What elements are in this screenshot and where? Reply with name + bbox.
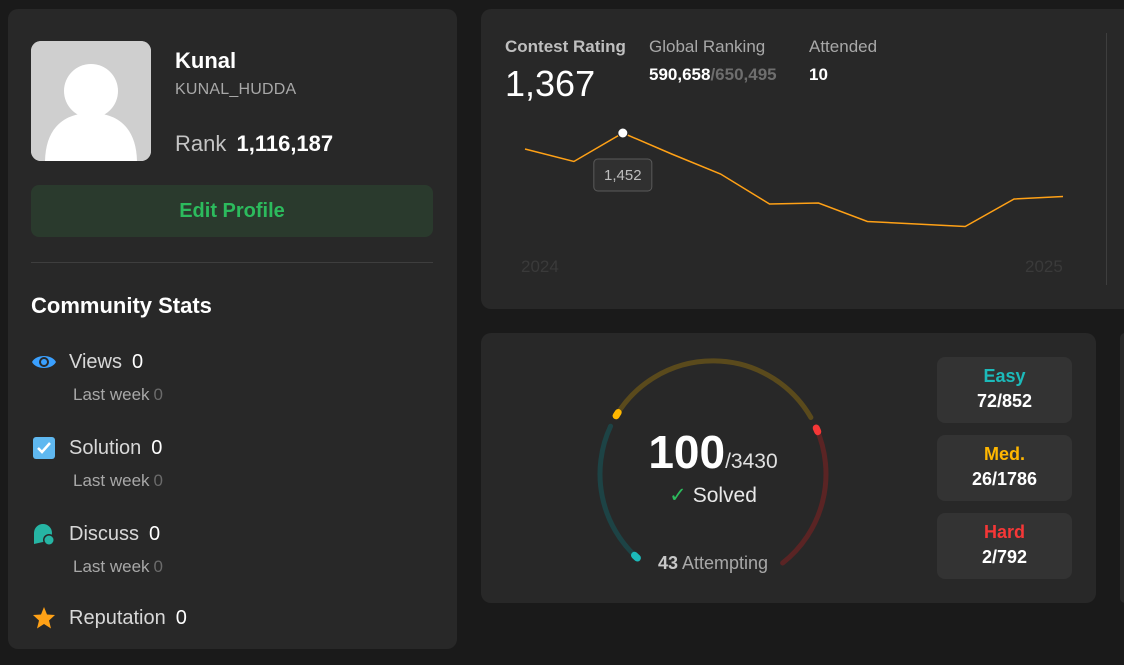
attempting-label: 43 Attempting xyxy=(593,553,833,574)
attempting-text: Attempting xyxy=(681,553,769,573)
rating-line xyxy=(524,132,1064,228)
lastweek-label: Last week xyxy=(73,471,150,490)
lastweek-value: 0 xyxy=(153,471,164,490)
difficulty-medium[interactable]: Med. 26/1786 xyxy=(937,435,1072,501)
stat-value: 0 xyxy=(175,607,187,629)
edit-profile-button[interactable]: Edit Profile xyxy=(31,185,433,237)
attempting-count: 43 xyxy=(657,553,678,573)
solved-count: 100 xyxy=(648,426,726,478)
solved-progress-ring xyxy=(597,358,829,566)
ranking-number: 590,658 xyxy=(649,65,711,84)
stat-label: Solution 0 xyxy=(69,437,162,460)
stat-views: Views 0 Last week 0 xyxy=(31,349,431,409)
contest-card: Contest Rating 1,367 Global Ranking 590,… xyxy=(481,9,1124,309)
eye-icon xyxy=(31,349,57,375)
difficulty-easy[interactable]: Easy 72/852 xyxy=(937,357,1072,423)
stat-label: Discuss 0 xyxy=(69,523,160,546)
community-stats-title: Community Stats xyxy=(31,293,212,318)
profile-name: Kunal xyxy=(175,48,237,73)
arc-medium-fill xyxy=(612,409,622,420)
check-icon: ✓ xyxy=(669,484,687,507)
arc-hard xyxy=(780,425,829,566)
difficulty-name: Hard xyxy=(983,522,1025,542)
global-ranking-value: 590,658/650,495 xyxy=(649,65,777,85)
rank-label: Rank xyxy=(175,131,227,156)
solved-count-block: 100/3430 xyxy=(593,425,833,479)
attended-label: Attended xyxy=(809,37,878,56)
difficulty-count: 72/852 xyxy=(976,391,1033,411)
rank-value: 1,116,187 xyxy=(236,131,334,156)
stat-value: 0 xyxy=(132,351,144,373)
attended-value: 10 xyxy=(809,65,828,84)
discuss-icon xyxy=(31,521,57,547)
contest-rating-label: Contest Rating xyxy=(505,37,626,56)
ranking-total: /650,495 xyxy=(710,65,777,84)
stat-label-text: Discuss xyxy=(69,523,140,545)
x-tick-label: 2024 xyxy=(521,257,559,276)
stat-label: Reputation 0 xyxy=(69,607,187,630)
lastweek: Last week 0 xyxy=(73,557,163,577)
difficulty-count: 26/1786 xyxy=(971,469,1038,489)
arc-easy-fill xyxy=(631,551,641,562)
tooltip-text: 1,452 xyxy=(604,167,642,184)
stat-value: 0 xyxy=(149,523,161,545)
profile-card: Kunal KUNAL_HUDDA Rank 1,116,187 Edit Pr… xyxy=(8,9,457,649)
difficulty-hard[interactable]: Hard 2/792 xyxy=(937,513,1072,579)
highlight-point[interactable] xyxy=(617,127,629,139)
difficulty-name: Med. xyxy=(983,444,1025,464)
solved-card: 100/3430 ✓ Solved 43 Attempting Easy 72/85… xyxy=(481,333,1096,603)
lastweek: Last week 0 xyxy=(73,385,163,405)
chart-tooltip: 1,452 xyxy=(593,158,653,192)
rating-chart[interactable]: 1,452 2024 2025 xyxy=(481,9,1106,309)
lastweek-value: 0 xyxy=(153,385,164,404)
stat-label-text: Reputation xyxy=(69,607,166,629)
solved-label: ✓ Solved xyxy=(593,483,833,508)
right-panel-edge xyxy=(1120,333,1124,603)
stat-solution: Solution 0 Last week 0 xyxy=(31,435,431,495)
arc-easy xyxy=(597,423,640,561)
avatar[interactable] xyxy=(31,41,151,161)
x-tick-label: 2025 xyxy=(1025,257,1063,276)
global-ranking-label: Global Ranking xyxy=(649,37,766,56)
rank-line: Rank 1,116,187 xyxy=(175,131,333,157)
stat-discuss: Discuss 0 Last week 0 xyxy=(31,521,431,581)
lastweek: Last week 0 xyxy=(73,471,163,491)
stat-label-text: Solution xyxy=(69,437,142,459)
lastweek-label: Last week xyxy=(73,557,150,576)
divider xyxy=(1106,33,1107,285)
solution-check-icon xyxy=(31,435,57,461)
arc-hard-fill xyxy=(812,424,822,436)
profile-handle: KUNAL_HUDDA xyxy=(175,81,297,98)
lastweek-value: 0 xyxy=(153,557,164,576)
solved-total: /3430 xyxy=(725,450,778,473)
tooltip-box xyxy=(593,158,653,192)
stat-value: 0 xyxy=(151,437,163,459)
difficulty-count: 2/792 xyxy=(981,547,1028,567)
stat-label-text: Views xyxy=(69,351,122,373)
solved-label-text: Solved xyxy=(692,484,757,507)
arc-medium xyxy=(613,358,814,420)
lastweek-label: Last week xyxy=(73,385,150,404)
star-icon xyxy=(31,605,57,631)
contest-rating-value: 1,367 xyxy=(505,63,596,104)
difficulty-name: Easy xyxy=(983,366,1026,386)
stat-label: Views 0 xyxy=(69,351,143,374)
divider xyxy=(31,262,433,263)
stat-reputation: Reputation 0 xyxy=(31,605,431,665)
default-avatar-icon xyxy=(31,41,151,161)
